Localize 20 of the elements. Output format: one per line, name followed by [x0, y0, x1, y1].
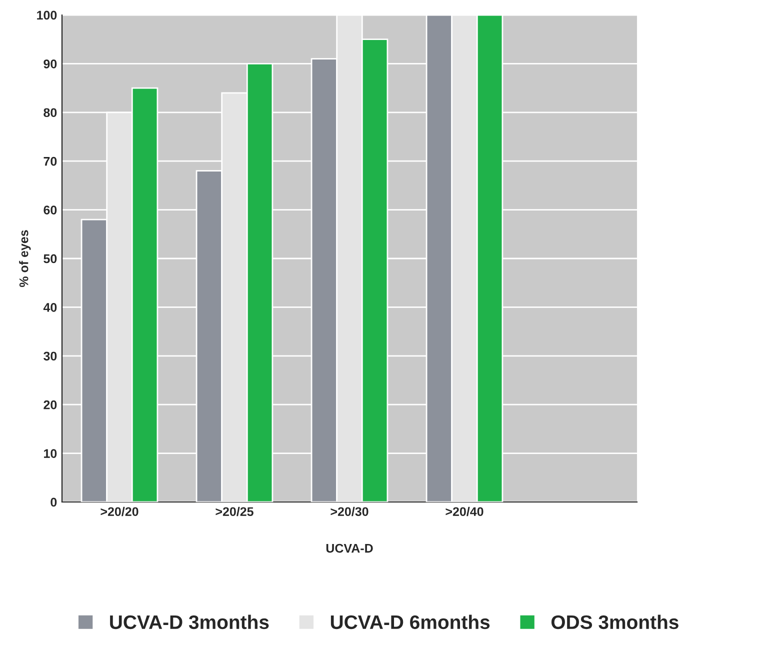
x-tick-label: >20/20	[100, 506, 138, 516]
y-tick-label: 70	[44, 156, 57, 166]
legend-label: ODS 3months	[551, 614, 678, 630]
y-tick-label: 60	[44, 206, 57, 214]
x-tick-label: >20/25	[216, 506, 254, 516]
x-axis-title: UCVA-D	[326, 544, 373, 553]
y-tick-label: 0	[50, 498, 57, 507]
y-axis-title: % of eyes	[19, 230, 31, 288]
y-tick-label: 30	[44, 352, 57, 361]
y-tick-label: 40	[43, 303, 57, 312]
y-tick-label: 50	[44, 254, 57, 264]
legend-label: UCVA-D 6months	[330, 614, 490, 630]
x-tick-label: >20/40	[446, 506, 484, 516]
y-tick-label: 90	[44, 60, 57, 68]
y-tick-label: 80	[44, 108, 57, 118]
x-tick-label: >20/30	[330, 506, 368, 516]
legend-label: UCVA-D 3months	[110, 614, 269, 630]
y-tick-label: 10	[44, 449, 57, 458]
y-tick-label: 20	[44, 400, 57, 410]
y-tick-label: 100	[37, 10, 57, 20]
